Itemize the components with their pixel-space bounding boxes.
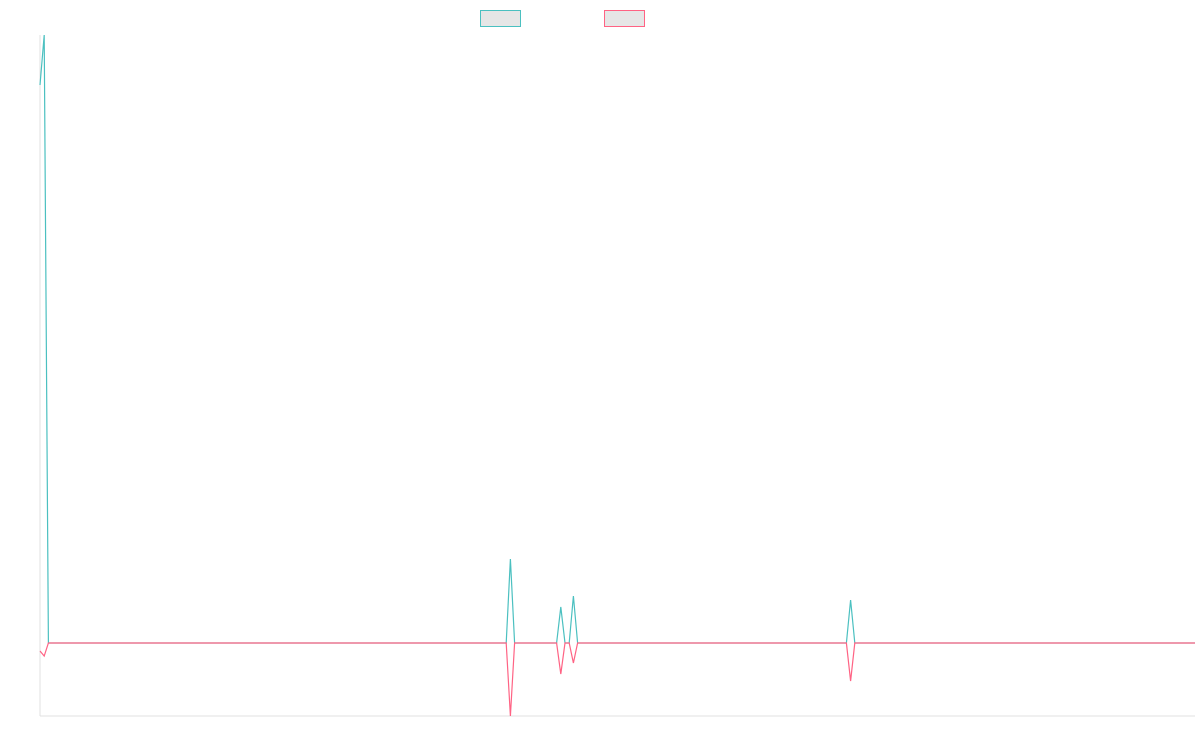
legend-swatch[interactable] — [604, 10, 645, 27]
legend-swatch[interactable] — [480, 10, 521, 27]
line-series — [39, 642, 1195, 717]
line-series — [39, 34, 1195, 644]
